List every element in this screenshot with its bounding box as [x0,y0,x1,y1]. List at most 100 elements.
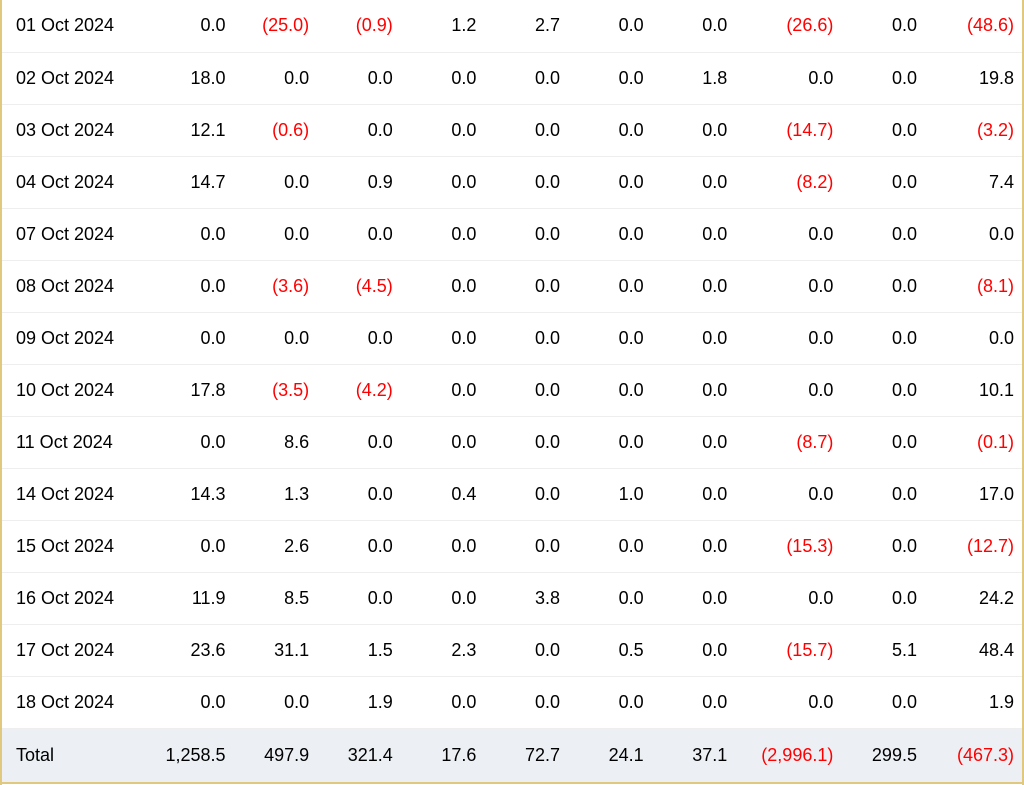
total-cell: (467.3) [925,728,1022,783]
value-cell: 0.0 [568,156,652,208]
value-cell: 1.8 [652,52,736,104]
value-cell: 0.0 [841,572,925,624]
table-row: 11 Oct 20240.08.60.00.00.00.00.0(8.7)0.0… [2,416,1022,468]
value-cell: 0.0 [401,104,485,156]
value-cell: 2.7 [484,0,568,52]
value-cell: 0.0 [317,52,401,104]
value-cell: (15.3) [735,520,841,572]
value-cell: 0.0 [568,260,652,312]
value-cell: 0.0 [652,624,736,676]
value-cell: (0.9) [317,0,401,52]
value-cell: 2.6 [234,520,318,572]
value-cell: 0.0 [401,208,485,260]
value-cell: 0.0 [401,52,485,104]
value-cell: 1.3 [234,468,318,520]
table-row: 02 Oct 202418.00.00.00.00.00.01.80.00.01… [2,52,1022,104]
value-cell: (15.7) [735,624,841,676]
value-cell: 17.0 [925,468,1022,520]
value-cell: 1.5 [317,624,401,676]
date-cell: 02 Oct 2024 [2,52,150,104]
value-cell: 24.2 [925,572,1022,624]
table-row: 15 Oct 20240.02.60.00.00.00.00.0(15.3)0.… [2,520,1022,572]
table-row: 10 Oct 202417.8(3.5)(4.2)0.00.00.00.00.0… [2,364,1022,416]
value-cell: 14.3 [150,468,234,520]
value-cell: (0.1) [925,416,1022,468]
date-cell: 01 Oct 2024 [2,0,150,52]
value-cell: 0.0 [484,260,568,312]
total-cell: 37.1 [652,728,736,783]
date-cell: 09 Oct 2024 [2,312,150,364]
table-row: 16 Oct 202411.98.50.00.03.80.00.00.00.02… [2,572,1022,624]
date-cell: 03 Oct 2024 [2,104,150,156]
value-cell: 0.0 [841,0,925,52]
value-cell: 0.0 [735,52,841,104]
value-cell: 0.0 [568,364,652,416]
value-cell: 0.0 [150,520,234,572]
value-cell: 0.0 [401,416,485,468]
date-cell: 14 Oct 2024 [2,468,150,520]
date-cell: 15 Oct 2024 [2,520,150,572]
value-cell: 0.0 [484,312,568,364]
value-cell: 31.1 [234,624,318,676]
value-cell: 0.0 [234,312,318,364]
value-cell: (8.2) [735,156,841,208]
value-cell: (25.0) [234,0,318,52]
value-cell: 0.0 [735,676,841,728]
date-cell: 18 Oct 2024 [2,676,150,728]
date-cell: 04 Oct 2024 [2,156,150,208]
date-cell: 07 Oct 2024 [2,208,150,260]
date-cell: 08 Oct 2024 [2,260,150,312]
total-cell: 24.1 [568,728,652,783]
value-cell: 0.0 [484,416,568,468]
value-cell: 0.0 [841,416,925,468]
value-cell: 0.0 [652,104,736,156]
date-cell: 11 Oct 2024 [2,416,150,468]
value-cell: 0.0 [735,468,841,520]
value-cell: 0.0 [568,52,652,104]
value-cell: 0.0 [317,468,401,520]
value-cell: 0.0 [568,104,652,156]
value-cell: 0.0 [652,676,736,728]
value-cell: 0.0 [401,520,485,572]
value-cell: (48.6) [925,0,1022,52]
value-cell: 1.9 [925,676,1022,728]
total-cell: 321.4 [317,728,401,783]
value-cell: 18.0 [150,52,234,104]
value-cell: 0.0 [568,676,652,728]
value-cell: 0.0 [484,104,568,156]
table-row: 14 Oct 202414.31.30.00.40.01.00.00.00.01… [2,468,1022,520]
total-cell: 299.5 [841,728,925,783]
value-cell: 48.4 [925,624,1022,676]
value-cell: 0.0 [652,0,736,52]
value-cell: 0.0 [150,312,234,364]
value-cell: 0.0 [150,0,234,52]
value-cell: 0.0 [925,208,1022,260]
data-table: 01 Oct 20240.0(25.0)(0.9)1.22.70.00.0(26… [2,0,1022,784]
value-cell: 0.0 [841,260,925,312]
table-row: 04 Oct 202414.70.00.90.00.00.00.0(8.2)0.… [2,156,1022,208]
table-row: 01 Oct 20240.0(25.0)(0.9)1.22.70.00.0(26… [2,0,1022,52]
value-cell: 0.0 [317,208,401,260]
value-cell: 0.0 [484,208,568,260]
value-cell: (14.7) [735,104,841,156]
value-cell: 0.0 [735,312,841,364]
value-cell: 0.0 [652,468,736,520]
value-cell: 0.0 [150,676,234,728]
value-cell: 0.0 [568,520,652,572]
value-cell: 0.0 [484,156,568,208]
table-row: 18 Oct 20240.00.01.90.00.00.00.00.00.01.… [2,676,1022,728]
value-cell: 0.0 [568,572,652,624]
table-row: 07 Oct 20240.00.00.00.00.00.00.00.00.00.… [2,208,1022,260]
value-cell: 2.3 [401,624,485,676]
value-cell: 0.0 [925,312,1022,364]
value-cell: 0.0 [150,416,234,468]
value-cell: 0.0 [735,208,841,260]
value-cell: 0.0 [234,52,318,104]
value-cell: 17.8 [150,364,234,416]
value-cell: 0.0 [652,260,736,312]
value-cell: 0.0 [484,52,568,104]
value-cell: 0.0 [841,676,925,728]
value-cell: 1.9 [317,676,401,728]
value-cell: 0.0 [841,208,925,260]
value-cell: 0.0 [317,312,401,364]
